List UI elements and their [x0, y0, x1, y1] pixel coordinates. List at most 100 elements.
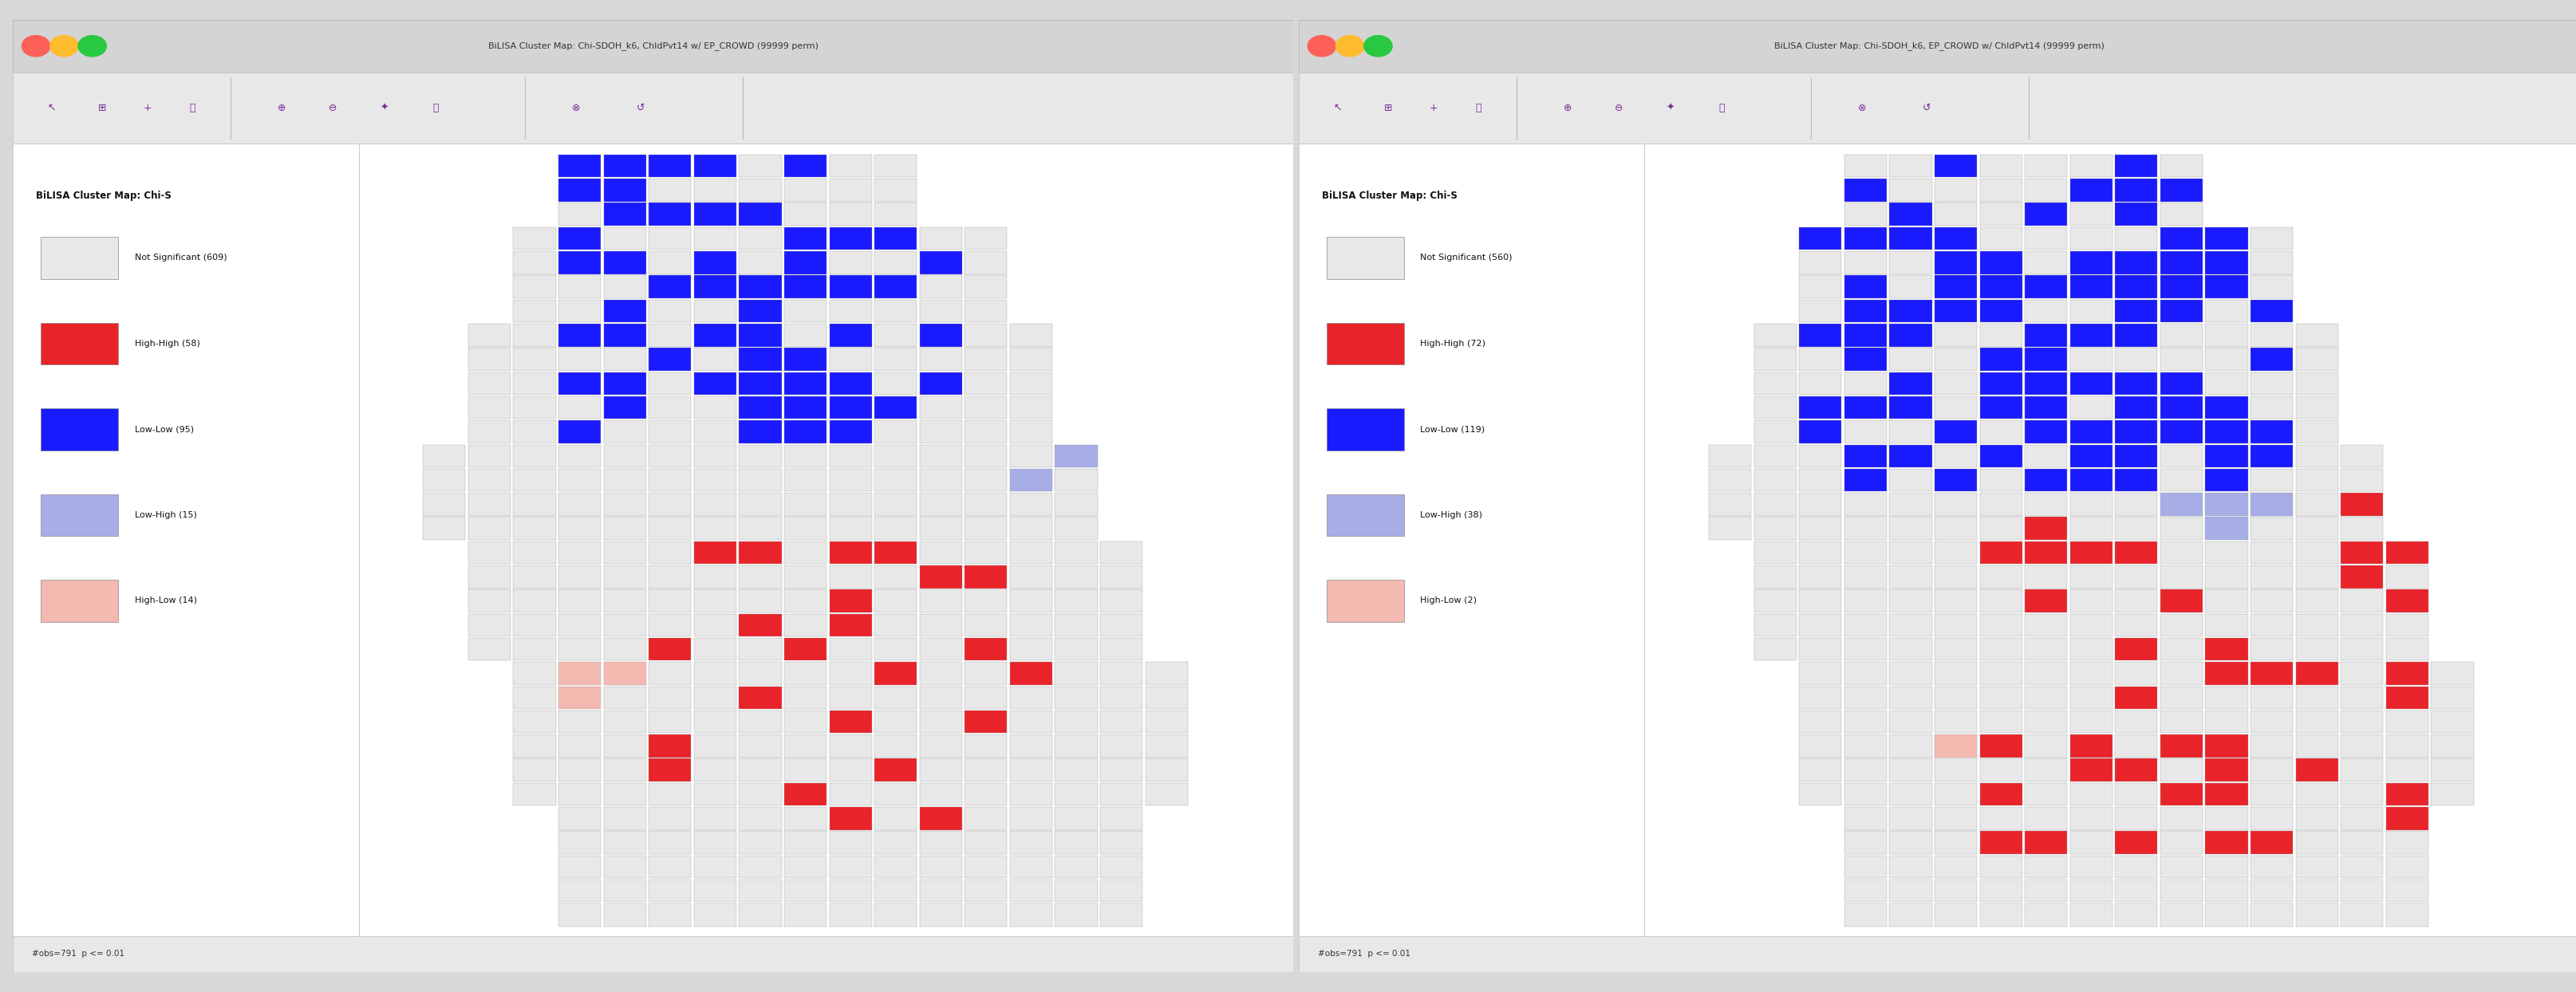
Bar: [963, 421, 1007, 443]
Bar: [1010, 904, 1051, 927]
Bar: [2069, 638, 2112, 661]
Bar: [559, 735, 600, 757]
Bar: [2295, 469, 2336, 491]
Bar: [1100, 855, 1141, 878]
Bar: [1935, 155, 1976, 178]
Bar: [2385, 880, 2427, 903]
Bar: [1888, 807, 1932, 829]
Bar: [1054, 662, 1097, 684]
Bar: [963, 276, 1007, 299]
Bar: [1935, 444, 1976, 467]
Text: 🎓: 🎓: [188, 103, 196, 113]
Bar: [963, 662, 1007, 684]
Bar: [559, 831, 600, 854]
Bar: [1978, 203, 2022, 225]
Bar: [873, 783, 917, 806]
Bar: [513, 421, 556, 443]
Bar: [2159, 542, 2202, 564]
Bar: [920, 469, 961, 491]
Bar: [1708, 444, 1752, 467]
Bar: [2205, 589, 2246, 612]
Bar: [963, 783, 1007, 806]
Bar: [2025, 542, 2066, 564]
Bar: [13, 144, 358, 936]
Bar: [739, 855, 781, 878]
Text: ⊕: ⊕: [278, 103, 286, 113]
Bar: [2295, 348, 2336, 371]
Bar: [873, 300, 917, 322]
Bar: [2115, 686, 2156, 709]
Bar: [2205, 517, 2246, 540]
Bar: [873, 227, 917, 250]
Bar: [2205, 469, 2246, 491]
Bar: [693, 469, 737, 491]
Bar: [739, 300, 781, 322]
Bar: [2025, 323, 2066, 346]
Bar: [1798, 323, 1842, 346]
Bar: [829, 759, 871, 782]
Bar: [2025, 807, 2066, 829]
Bar: [920, 880, 961, 903]
Bar: [513, 542, 556, 564]
Bar: [1708, 469, 1752, 491]
Bar: [1144, 783, 1188, 806]
Bar: [920, 493, 961, 516]
Bar: [693, 155, 737, 178]
Bar: [1327, 494, 1404, 536]
Bar: [2429, 662, 2473, 684]
Bar: [829, 904, 871, 927]
Bar: [963, 807, 1007, 829]
Bar: [783, 807, 827, 829]
Bar: [2339, 614, 2383, 637]
Bar: [1888, 855, 1932, 878]
Bar: [783, 348, 827, 371]
Bar: [649, 276, 690, 299]
Bar: [559, 396, 600, 419]
Bar: [1010, 783, 1051, 806]
Bar: [2339, 759, 2383, 782]
Bar: [603, 783, 647, 806]
Bar: [693, 300, 737, 322]
Bar: [2159, 276, 2202, 299]
Text: ↺: ↺: [636, 103, 644, 113]
Bar: [829, 251, 871, 274]
Bar: [2025, 589, 2066, 612]
Bar: [559, 300, 600, 322]
Bar: [2385, 542, 2427, 564]
Bar: [603, 855, 647, 878]
Bar: [2159, 493, 2202, 516]
Bar: [2339, 493, 2383, 516]
Bar: [2025, 300, 2066, 322]
Bar: [649, 348, 690, 371]
Bar: [1754, 372, 1795, 395]
Bar: [603, 614, 647, 637]
Bar: [2025, 783, 2066, 806]
Bar: [739, 469, 781, 491]
Bar: [1844, 686, 1886, 709]
Bar: [1935, 565, 1976, 588]
Bar: [920, 276, 961, 299]
Bar: [2115, 323, 2156, 346]
Bar: [2249, 251, 2293, 274]
Bar: [873, 855, 917, 878]
Bar: [1010, 469, 1051, 491]
Bar: [2069, 783, 2112, 806]
Bar: [2339, 710, 2383, 733]
Bar: [693, 251, 737, 274]
Bar: [963, 614, 1007, 637]
Bar: [963, 638, 1007, 661]
Bar: [1888, 421, 1932, 443]
Bar: [873, 372, 917, 395]
Bar: [41, 322, 118, 365]
Bar: [829, 735, 871, 757]
Bar: [829, 686, 871, 709]
Bar: [783, 565, 827, 588]
Bar: [2115, 904, 2156, 927]
Bar: [1010, 444, 1051, 467]
Bar: [873, 469, 917, 491]
Bar: [1844, 831, 1886, 854]
Bar: [2385, 589, 2427, 612]
Bar: [649, 904, 690, 927]
Bar: [2429, 735, 2473, 757]
Text: ⊗: ⊗: [1857, 103, 1865, 113]
